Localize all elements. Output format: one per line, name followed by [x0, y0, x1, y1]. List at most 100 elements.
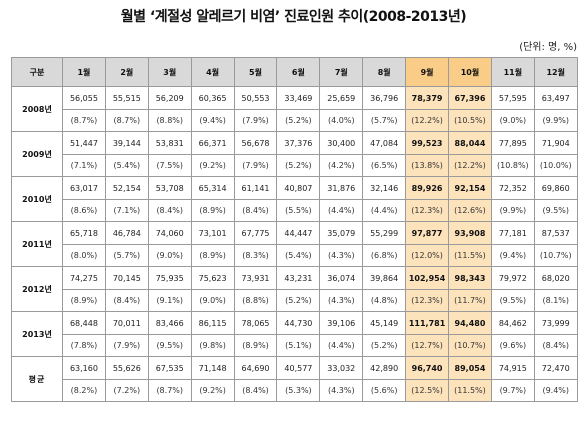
- value-cell: 44,730: [276, 311, 321, 335]
- value-cell: 70,011: [104, 311, 149, 335]
- percent-cell: (9.0%): [190, 289, 235, 312]
- header-month: 4월: [190, 57, 235, 87]
- header-month-highlight: 9월: [405, 57, 450, 87]
- percent-cell: (4.2%): [319, 154, 364, 177]
- data-table: 구분 1월 2월 3월 4월 5월 6월 7월 8월 9월 10월 11월 12…: [11, 57, 578, 402]
- value-cell: 72,470: [533, 356, 578, 380]
- percent-cell: (9.7%): [490, 379, 535, 402]
- value-cell: 89,926: [405, 176, 450, 200]
- table-row: 2008년 56,055 55,515 56,209 60,365 50,553 33,46…: [11, 86, 578, 132]
- value-cell: 39,864: [362, 266, 407, 290]
- percent-cell: (4.3%): [319, 379, 364, 402]
- percent-cell: (10.0%): [533, 154, 578, 177]
- percent-cell: (8.7%): [62, 109, 106, 132]
- percent-cell: (7.1%): [104, 199, 149, 222]
- header-month: 8월: [362, 57, 407, 87]
- table-row: 2011년 65,718 46,784 74,060 73,101 67,775 44,44…: [11, 221, 578, 267]
- row-label: 2011년: [11, 221, 63, 267]
- percent-cell: (4.4%): [362, 199, 407, 222]
- row-label: 2009년: [11, 131, 63, 177]
- value-cell: 84,462: [490, 311, 535, 335]
- percent-cell: (10.7%): [448, 334, 492, 357]
- table-body: 2008년 56,055 55,515 56,209 60,365 50,553 33,46…: [11, 86, 578, 402]
- percent-cell: (4.0%): [319, 109, 364, 132]
- value-cell: 68,448: [62, 311, 106, 335]
- percent-cell: (9.4%): [533, 379, 578, 402]
- value-cell: 40,807: [276, 176, 321, 200]
- header-month: 2월: [104, 57, 149, 87]
- percent-cell: (8.3%): [233, 244, 278, 267]
- value-cell: 56,055: [62, 86, 106, 110]
- percent-cell: (9.9%): [533, 109, 578, 132]
- percent-cell: (8.8%): [147, 109, 192, 132]
- percent-cell: (9.9%): [490, 199, 535, 222]
- percent-cell: (8.8%): [233, 289, 278, 312]
- percent-cell: (11.5%): [448, 379, 492, 402]
- value-cell: 53,708: [147, 176, 192, 200]
- table-row: (8.2%) (7.2%) (8.7%) (9.2%) (8.4%) (5.3%) (4.3…: [12, 379, 578, 402]
- value-cell: 74,060: [147, 221, 192, 245]
- value-cell: 33,469: [276, 86, 321, 110]
- percent-cell: (8.9%): [190, 244, 235, 267]
- table-row: 평균 63,160 55,626 67,535 71,148 64,690 40,577 33…: [11, 356, 578, 402]
- percent-cell: (8.9%): [62, 289, 106, 312]
- percent-cell: (6.8%): [362, 244, 407, 267]
- percent-cell: (4.4%): [319, 199, 364, 222]
- value-cell: 55,299: [362, 221, 407, 245]
- row-label: 2008년: [11, 86, 63, 132]
- percent-cell: (8.4%): [147, 199, 192, 222]
- value-cell: 33,032: [319, 356, 364, 380]
- percent-cell: (4.3%): [319, 289, 364, 312]
- table-row: 2010년 63,017 52,154 53,708 65,314 61,141 40,80…: [11, 176, 578, 222]
- percent-cell: (12.7%): [405, 334, 450, 357]
- value-cell: 39,144: [104, 131, 149, 155]
- table-row: (8.0%) (5.7%) (9.0%) (8.9%) (8.3%) (5.4%) (4.3…: [12, 244, 578, 267]
- unit-note: (단위: 명, %): [519, 42, 577, 53]
- percent-cell: (8.7%): [104, 109, 149, 132]
- value-cell: 40,577: [276, 356, 321, 380]
- percent-cell: (8.0%): [62, 244, 106, 267]
- percent-cell: (7.9%): [233, 109, 278, 132]
- value-cell: 92,154: [448, 176, 492, 200]
- value-cell: 61,141: [233, 176, 278, 200]
- percent-cell: (8.4%): [233, 379, 278, 402]
- value-cell: 35,079: [319, 221, 364, 245]
- value-cell: 78,379: [405, 86, 450, 110]
- percent-cell: (5.2%): [276, 154, 321, 177]
- value-cell: 78,065: [233, 311, 278, 335]
- value-cell: 73,999: [533, 311, 578, 335]
- percent-cell: (7.9%): [233, 154, 278, 177]
- header-month: 3월: [147, 57, 192, 87]
- value-cell: 67,775: [233, 221, 278, 245]
- percent-cell: (10.8%): [490, 154, 535, 177]
- header-month: 1월: [62, 57, 106, 87]
- value-cell: 32,146: [362, 176, 407, 200]
- value-cell: 71,148: [190, 356, 235, 380]
- row-label: 2010년: [11, 176, 63, 222]
- value-cell: 88,044: [448, 131, 492, 155]
- value-cell: 73,931: [233, 266, 278, 290]
- value-cell: 36,074: [319, 266, 364, 290]
- value-cell: 65,718: [62, 221, 106, 245]
- percent-cell: (13.8%): [405, 154, 450, 177]
- value-cell: 57,595: [490, 86, 535, 110]
- value-cell: 71,904: [533, 131, 578, 155]
- percent-cell: (4.3%): [319, 244, 364, 267]
- value-cell: 36,796: [362, 86, 407, 110]
- value-cell: 51,447: [62, 131, 106, 155]
- value-cell: 43,231: [276, 266, 321, 290]
- table-row: (7.1%) (5.4%) (7.5%) (9.2%) (7.9%) (5.2%) (4.2…: [12, 154, 578, 177]
- row-label: 2012년: [11, 266, 63, 312]
- row-label: 평균: [11, 356, 63, 402]
- header-month: 7월: [319, 57, 364, 87]
- percent-cell: (5.7%): [104, 244, 149, 267]
- value-cell: 63,160: [62, 356, 106, 380]
- value-cell: 52,154: [104, 176, 149, 200]
- percent-cell: (11.5%): [448, 244, 492, 267]
- value-cell: 73,101: [190, 221, 235, 245]
- percent-cell: (10.7%): [533, 244, 578, 267]
- table-row: (7.8%) (7.9%) (9.5%) (9.8%) (8.9%) (5.1%) (4.4…: [12, 334, 578, 357]
- percent-cell: (7.9%): [104, 334, 149, 357]
- percent-cell: (9.2%): [190, 154, 235, 177]
- percent-cell: (7.8%): [62, 334, 106, 357]
